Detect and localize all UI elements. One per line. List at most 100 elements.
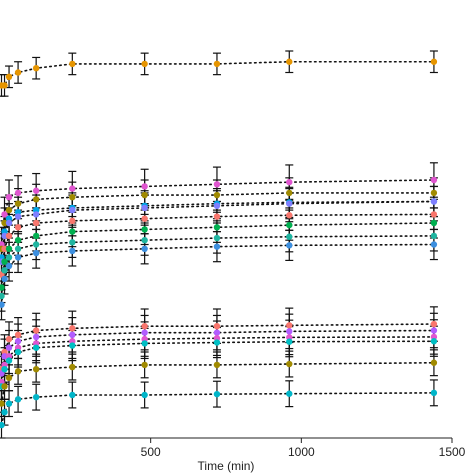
data-point <box>141 183 148 190</box>
data-point <box>32 344 40 351</box>
series-line-2 <box>0 192 435 250</box>
data-point <box>32 196 40 203</box>
data-point <box>141 226 148 233</box>
data-point <box>141 215 148 222</box>
data-point <box>213 191 221 199</box>
data-point <box>286 178 293 186</box>
data-point <box>1 267 8 274</box>
x-axis-title: Time (min) <box>198 459 255 473</box>
series-line-13 <box>0 361 435 405</box>
data-point <box>213 339 221 346</box>
data-point <box>69 247 76 255</box>
data-point <box>141 329 148 336</box>
data-point <box>1 383 8 390</box>
data-point <box>14 213 22 220</box>
data-point <box>1 366 8 373</box>
data-point <box>213 224 221 231</box>
series-line-14 <box>0 392 435 426</box>
data-point <box>430 176 438 184</box>
data-point <box>5 374 13 381</box>
data-point <box>286 328 293 335</box>
data-point <box>286 322 293 329</box>
data-point <box>5 73 13 81</box>
data-point <box>14 338 22 345</box>
data-point <box>14 331 22 338</box>
data-point <box>430 219 438 227</box>
x-tick-label: 500 <box>141 445 161 459</box>
data-point <box>69 206 76 214</box>
data-point <box>1 219 8 227</box>
data-point <box>14 368 22 375</box>
data-point <box>286 58 293 65</box>
data-point <box>1 275 8 283</box>
data-point <box>286 360 293 368</box>
data-point <box>286 221 293 229</box>
data-point <box>286 200 293 207</box>
data-point <box>32 65 40 72</box>
data-point <box>1 211 8 218</box>
data-point <box>69 325 76 332</box>
data-point <box>141 391 148 399</box>
data-point <box>430 211 438 218</box>
data-point <box>14 237 22 244</box>
data-point <box>430 198 438 205</box>
data-point <box>69 194 76 201</box>
data-point <box>5 335 13 343</box>
data-point <box>5 344 13 351</box>
data-points <box>0 58 438 429</box>
data-point <box>213 60 221 68</box>
data-point <box>14 224 22 231</box>
data-point <box>141 60 148 68</box>
data-point <box>430 241 438 248</box>
data-point <box>286 390 293 397</box>
series-line-12 <box>0 340 435 388</box>
data-point <box>0 292 5 300</box>
data-point <box>5 254 13 261</box>
x-tick-label: 1500 <box>439 445 466 459</box>
data-point <box>5 219 13 227</box>
data-point <box>0 284 5 291</box>
data-point <box>213 390 221 398</box>
x-tick-label: 1000 <box>288 445 315 459</box>
x-ticks: 500 1000 1500 <box>141 438 466 459</box>
series-line-4 <box>0 200 435 263</box>
data-point <box>32 366 40 373</box>
data-point <box>213 213 221 220</box>
data-point <box>14 200 22 207</box>
data-point <box>430 320 438 328</box>
data-point <box>32 249 40 257</box>
data-point <box>32 241 40 248</box>
data-point <box>286 242 293 249</box>
data-point <box>32 232 40 240</box>
data-point <box>69 239 76 246</box>
data-point <box>5 245 13 252</box>
data-point <box>213 361 221 369</box>
data-point <box>5 206 13 214</box>
data-point <box>5 194 13 201</box>
data-point <box>5 400 13 407</box>
data-point <box>286 212 293 219</box>
data-point <box>430 58 438 65</box>
data-point <box>141 191 148 199</box>
data-point <box>430 338 438 345</box>
series-lines <box>0 60 435 426</box>
data-point <box>69 342 76 349</box>
data-point <box>5 357 13 364</box>
data-point <box>5 232 13 240</box>
data-point <box>32 211 40 218</box>
series-line-3 <box>0 200 435 259</box>
data-point <box>213 234 221 242</box>
data-point <box>141 340 148 347</box>
data-point <box>1 353 8 360</box>
data-point <box>32 393 40 401</box>
data-point <box>430 189 438 197</box>
data-point <box>69 60 76 68</box>
series-line-11 <box>0 336 435 383</box>
data-point <box>14 189 22 197</box>
data-point <box>32 187 40 194</box>
data-point <box>32 219 40 227</box>
data-point <box>141 204 148 212</box>
data-point <box>213 181 221 188</box>
data-point <box>1 232 8 240</box>
